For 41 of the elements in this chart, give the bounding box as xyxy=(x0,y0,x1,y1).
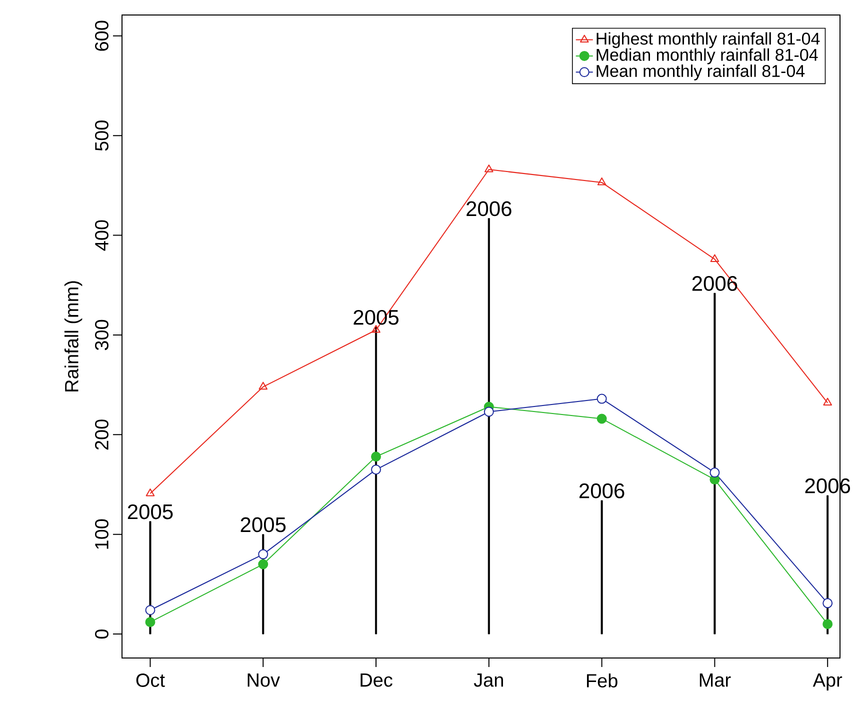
point xyxy=(258,559,268,570)
point xyxy=(371,452,382,462)
point xyxy=(258,382,268,390)
legend-label: Median monthly rainfall 81-04 xyxy=(596,48,818,64)
point xyxy=(822,619,833,630)
point xyxy=(145,605,156,616)
x-tick-label: Jan xyxy=(474,674,503,687)
annotation: 2005 xyxy=(240,517,286,532)
x-tick-label: Nov xyxy=(248,674,280,687)
y-tick-label: 400 xyxy=(95,220,108,251)
point xyxy=(596,394,607,404)
x-tick-label: Oct xyxy=(136,674,165,687)
y-axis-title: Rainfall (mm) xyxy=(64,281,82,392)
annotation: 2006 xyxy=(580,483,624,498)
annotation: 2005 xyxy=(128,504,173,520)
point xyxy=(823,398,832,406)
y-tick-label: 200 xyxy=(95,420,108,450)
point xyxy=(822,598,833,608)
legend-label: Mean monthly rainfall 81-04 xyxy=(596,64,805,80)
point xyxy=(371,464,382,475)
point xyxy=(710,254,720,262)
y-tick-label: 600 xyxy=(95,20,108,51)
x-tick-label: Feb xyxy=(586,674,618,688)
y-tick-label: 500 xyxy=(95,120,108,151)
x-tick-label: Mar xyxy=(700,674,731,687)
legend-label: Highest monthly rainfall 81-04 xyxy=(596,32,820,48)
point xyxy=(710,468,720,478)
point xyxy=(258,549,268,560)
point xyxy=(484,164,494,172)
y-tick-label: 300 xyxy=(95,320,108,350)
point xyxy=(597,177,606,186)
point xyxy=(372,325,380,333)
x-tick-label: Dec xyxy=(360,674,392,687)
point xyxy=(484,406,494,417)
y-tick-label: 0 xyxy=(95,630,108,639)
y-tick-label: 100 xyxy=(95,519,108,549)
point xyxy=(146,488,155,496)
annotation: 2006 xyxy=(466,201,512,216)
x-tick-label: Apr xyxy=(812,674,842,691)
point xyxy=(596,414,607,424)
point xyxy=(145,617,156,628)
